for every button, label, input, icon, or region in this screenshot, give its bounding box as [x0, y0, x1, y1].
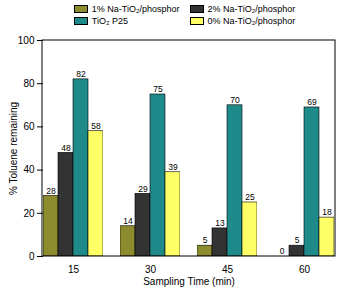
svg-text:15: 15: [68, 264, 80, 275]
svg-text:5: 5: [203, 235, 208, 245]
html-text:TiO₂ P25: TiO₂ P25: [91, 16, 128, 26]
svg-text:58: 58: [91, 121, 101, 131]
svg-text:75: 75: [153, 84, 163, 94]
svg-text:% Toluene remaining: % Toluene remaining: [8, 102, 19, 195]
svg-text:48: 48: [61, 143, 71, 153]
svg-text:45: 45: [222, 264, 234, 275]
svg-text:70: 70: [230, 95, 240, 105]
svg-text:82: 82: [76, 69, 86, 79]
svg-text:0: 0: [29, 251, 35, 262]
html-text:2% Na-TiO₂/phosphor: 2% Na-TiO₂/phosphor: [207, 4, 296, 14]
svg-text:13: 13: [215, 218, 225, 228]
svg-text:20: 20: [23, 208, 35, 219]
svg-text:Sampling Time (min): Sampling Time (min): [143, 276, 235, 287]
svg-text:39: 39: [168, 162, 178, 172]
svg-text:69: 69: [307, 97, 317, 107]
svg-text:5: 5: [295, 235, 300, 245]
svg-text:25: 25: [245, 192, 255, 202]
svg-text:29: 29: [138, 184, 148, 194]
svg-text:18: 18: [322, 207, 332, 217]
html-text:0% Na-TiO₂/phosphor: 0% Na-TiO₂/phosphor: [207, 16, 296, 26]
svg-text:30: 30: [145, 264, 157, 275]
svg-text:28: 28: [46, 186, 56, 196]
svg-text:80: 80: [23, 78, 35, 89]
html-text:1% Na-TiO₂/phosphor: 1% Na-TiO₂/phosphor: [91, 4, 180, 14]
svg-text:0: 0: [280, 246, 285, 256]
svg-text:40: 40: [23, 164, 35, 175]
svg-text:100: 100: [18, 35, 35, 46]
svg-text:60: 60: [299, 264, 311, 275]
svg-text:14: 14: [123, 216, 133, 226]
svg-text:60: 60: [23, 121, 35, 132]
